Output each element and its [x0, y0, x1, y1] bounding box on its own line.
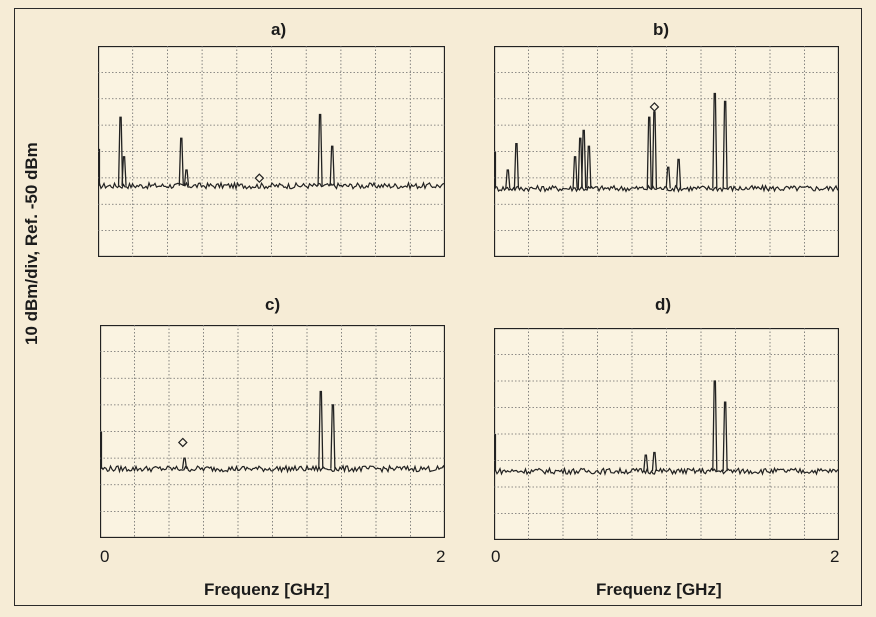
y-axis-label: 10 dBm/div, Ref. -50 dBm: [22, 142, 41, 345]
x-axis-label-d: Frequenz [GHz]: [596, 580, 722, 599]
x-tick-label-d-0: 0: [491, 547, 501, 566]
spectral-peak: [121, 156, 127, 186]
figure-frame: [14, 8, 862, 606]
plot-b: [494, 46, 839, 257]
spectral-peak: [651, 111, 658, 189]
spectral-peak: [643, 454, 649, 472]
spectral-peak: [712, 380, 718, 472]
x-tick-label-c-0: 0: [100, 547, 110, 566]
spectral-peak: [318, 390, 324, 469]
plot-a: [98, 46, 445, 257]
spectral-peak: [646, 116, 652, 189]
noise-floor-trace: [100, 464, 445, 474]
spectral-peak: [722, 100, 728, 189]
spectral-peak: [586, 145, 592, 189]
spectral-peak: [675, 158, 682, 189]
panel-label-d: d): [655, 295, 672, 314]
spectral-peak: [330, 404, 336, 469]
x-tick-label-c-2: 2: [436, 547, 446, 566]
marker-diamond: [649, 102, 660, 112]
noise-floor-trace: [494, 466, 839, 477]
spectral-peak: [581, 129, 587, 189]
spectral-peak: [183, 169, 190, 186]
panel-label-a: a): [271, 20, 287, 39]
spectral-peak: [712, 92, 718, 189]
marker-diamond: [254, 173, 265, 183]
noise-floor-trace: [98, 180, 445, 191]
spectral-peak: [572, 156, 578, 189]
plot-d: [494, 328, 839, 540]
plot-c: [100, 325, 445, 538]
spectral-peak: [651, 451, 658, 472]
spectral-peak: [317, 113, 323, 186]
spectral-peak: [505, 169, 511, 189]
spectral-peak: [181, 457, 188, 469]
x-axis-label-c: Frequenz [GHz]: [204, 580, 330, 599]
spectral-peak: [665, 166, 671, 189]
spectral-peak: [577, 137, 583, 189]
panel-label-b: b): [653, 20, 670, 39]
spectral-peak: [513, 142, 520, 189]
panel-label-c: c): [265, 295, 281, 314]
spectral-peak: [117, 116, 124, 186]
marker-diamond: [177, 437, 188, 448]
spectral-peak: [178, 137, 184, 186]
spectral-peak: [329, 145, 335, 186]
x-tick-label-d-2: 2: [830, 547, 840, 566]
spectral-peak: [722, 401, 728, 472]
